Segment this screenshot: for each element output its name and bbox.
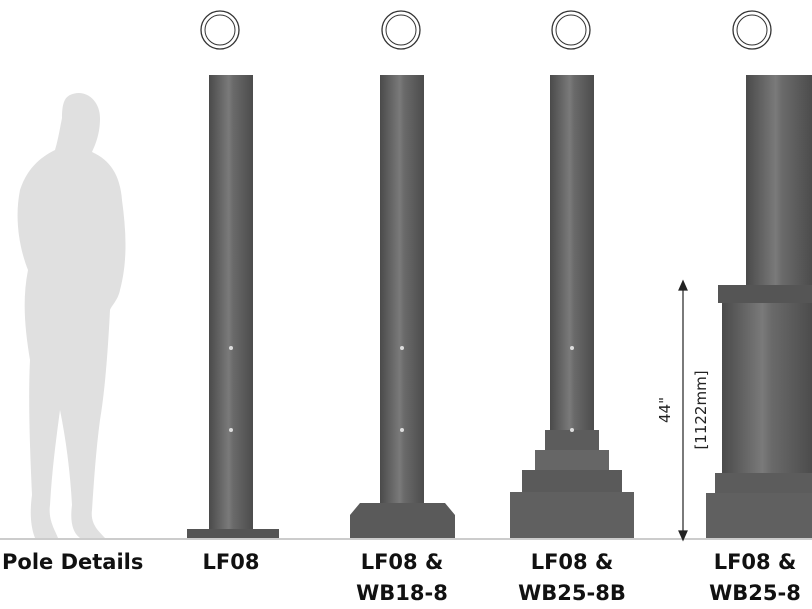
dimension-imperial: 44" [656, 397, 674, 423]
cross-section [732, 10, 772, 50]
person-silhouette [17, 92, 126, 538]
pole-label: WB25-8 [709, 581, 801, 605]
pole-label: LF08 & [531, 550, 614, 574]
pole [187, 75, 279, 538]
dimension-arrow [678, 279, 688, 542]
cross-section [381, 10, 421, 50]
pole-label: WB25-8B [518, 581, 626, 605]
pole-label: LF08 & [361, 550, 444, 574]
cross-section [200, 10, 240, 50]
pole [706, 75, 812, 538]
pole-label: WB18-8 [356, 581, 448, 605]
pole-label: LF08 & [714, 550, 797, 574]
pole [350, 75, 455, 538]
pole-label: LF08 [203, 550, 260, 574]
dimension-metric: [1122mm] [692, 370, 710, 449]
cross-section [551, 10, 591, 50]
pole [510, 75, 634, 538]
row-title: Pole Details [2, 550, 143, 574]
